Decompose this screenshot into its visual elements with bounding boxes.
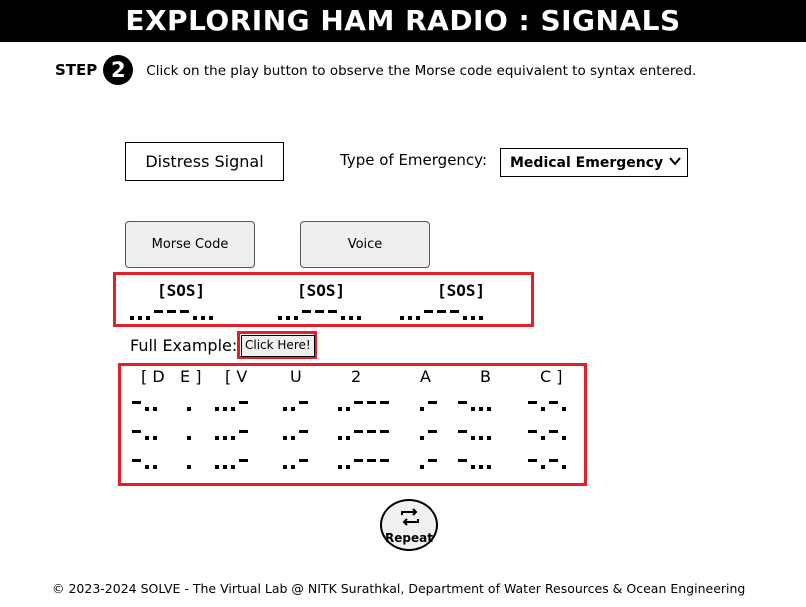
- repeat-button[interactable]: Repeat: [380, 499, 438, 551]
- callsign-morse-group: ..-: [283, 430, 308, 440]
- callsign-morse-group: ..---: [338, 430, 389, 440]
- repeat-arrows-icon: [401, 508, 419, 526]
- step-instruction: Click on the play button to observe the …: [146, 63, 697, 79]
- click-here-highlight: [237, 331, 317, 359]
- sos-output-panel: [113, 272, 534, 327]
- full-example-label: Full Example:: [130, 336, 238, 355]
- step-header: STEP 2 Click on the play button to obser…: [55, 54, 696, 86]
- callsign-morse-group: ...-: [215, 401, 248, 411]
- callsign-letter: E ]: [180, 367, 202, 386]
- callsign-morse-group: .: [187, 407, 191, 411]
- sos-morse-group: ...---...: [130, 310, 213, 320]
- callsign-letter: U: [290, 367, 302, 386]
- callsign-letter: A: [420, 367, 431, 386]
- callsign-morse-group: ..-: [283, 401, 308, 411]
- callsign-morse-group: ..---: [338, 401, 389, 411]
- callsign-letter: [ V: [225, 367, 248, 386]
- sos-label: [SOS]: [437, 281, 486, 300]
- callsign-morse-group: .: [187, 436, 191, 440]
- step-number-badge: 2: [103, 55, 134, 85]
- callsign-letter: [ D: [141, 367, 165, 386]
- callsign-morse-group: -.-.: [528, 430, 566, 440]
- callsign-letter: B: [480, 367, 491, 386]
- repeat-label: Repeat: [385, 531, 433, 545]
- sos-morse-group: ...---...: [400, 310, 483, 320]
- emergency-type-select[interactable]: Medical Emergency: [500, 148, 688, 177]
- morse-code-button[interactable]: Morse Code: [125, 221, 255, 268]
- callsign-morse-group: .: [187, 465, 191, 469]
- callsign-morse-group: -...: [458, 401, 491, 411]
- footer-credits: © 2023-2024 SOLVE - The Virtual Lab @ NI…: [52, 581, 746, 596]
- emergency-type-label: Type of Emergency:: [340, 151, 488, 169]
- sos-label: [SOS]: [157, 281, 206, 300]
- callsign-morse-group: .-: [420, 459, 437, 469]
- callsign-morse-group: -..: [132, 459, 157, 469]
- callsign-morse-group: .-: [420, 401, 437, 411]
- emergency-type-value: Medical Emergency: [510, 154, 664, 171]
- callsign-morse-group: -.-.: [528, 459, 566, 469]
- callsign-morse-group: -...: [458, 459, 491, 469]
- callsign-morse-group: -..: [132, 401, 157, 411]
- voice-button[interactable]: Voice: [300, 221, 430, 268]
- callsign-morse-group: ...-: [215, 430, 248, 440]
- step-label: STEP: [55, 61, 98, 79]
- callsign-letter: C ]: [540, 367, 563, 386]
- callsign-morse-group: ..-: [283, 459, 308, 469]
- callsign-morse-group: -...: [458, 430, 491, 440]
- page-title: EXPLORING HAM RADIO : SIGNALS: [0, 0, 806, 42]
- callsign-morse-group: ...-: [215, 459, 248, 469]
- chevron-down-icon: [669, 157, 681, 166]
- callsign-panel: [118, 363, 587, 486]
- sos-morse-group: ...---...: [278, 310, 361, 320]
- distress-signal-box: Distress Signal: [125, 142, 284, 181]
- callsign-morse-group: .-: [420, 430, 437, 440]
- callsign-morse-group: -.-.: [528, 401, 566, 411]
- sos-label: [SOS]: [297, 281, 346, 300]
- callsign-morse-group: -..: [132, 430, 157, 440]
- callsign-letter: 2: [351, 367, 362, 386]
- callsign-morse-group: ..---: [338, 459, 389, 469]
- click-here-button[interactable]: Click Here!: [241, 335, 315, 357]
